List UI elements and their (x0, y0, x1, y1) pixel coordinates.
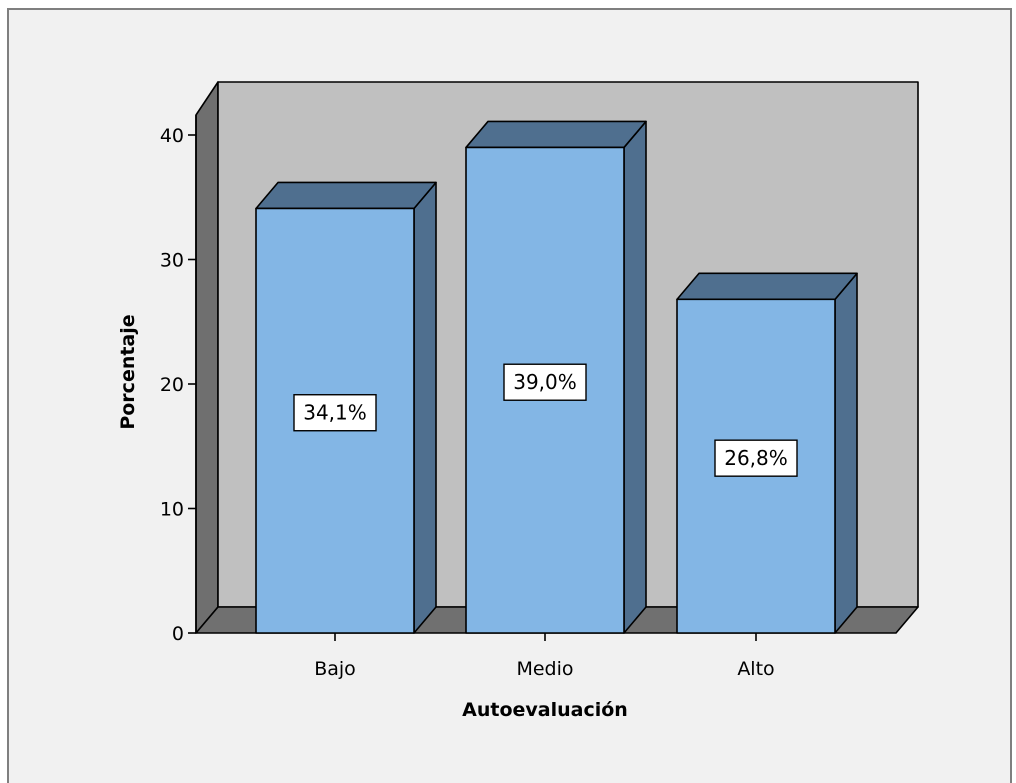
bar-front-face (255, 207, 415, 634)
bar-top-face (465, 120, 647, 149)
y-tick-label: 10 (160, 499, 184, 521)
x-tick-label: Medio (516, 658, 573, 680)
x-tick-label: Bajo (314, 658, 356, 680)
bar-medio: 39,0% (465, 120, 647, 634)
data-label-box (714, 439, 798, 477)
bar-top-face (676, 272, 858, 301)
bar-top-face (255, 181, 437, 210)
y-tick-label: 0 (172, 623, 184, 645)
x-tick-label: Alto (737, 658, 774, 680)
y-tick-label: 20 (160, 374, 184, 396)
data-label: 34,1% (303, 401, 367, 425)
bars: 34,1% 39,0% 26,8% (255, 120, 858, 634)
bar-alto: 26,8% (676, 272, 858, 634)
data-label: 39,0% (513, 370, 577, 394)
bar-side-face (834, 272, 858, 634)
bar-bajo: 34,1% (255, 181, 437, 634)
y-ticks: 0 10 20 30 40 (160, 125, 196, 645)
y-tick-label: 40 (160, 125, 184, 147)
x-axis-title: Autoevaluación (462, 699, 628, 721)
bar-side-face (623, 120, 647, 634)
data-label: 26,8% (724, 446, 788, 470)
x-tick-labels: Bajo Medio Alto (314, 633, 775, 680)
data-label-box (503, 363, 587, 401)
y-tick-label: 30 (160, 250, 184, 272)
bar-side-face (413, 181, 437, 634)
y-axis-title: Porcentaje (117, 314, 139, 429)
left-wall (195, 81, 219, 634)
data-label-box (293, 394, 377, 432)
